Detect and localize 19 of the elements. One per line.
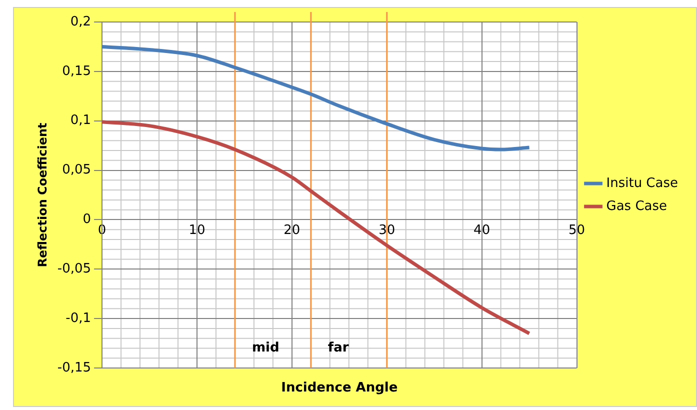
x-tick-label: 20 bbox=[284, 222, 300, 238]
x-axis-title: Incidence Angle bbox=[281, 380, 398, 396]
x-tick-label: 50 bbox=[568, 222, 586, 238]
y-tick-label: -0,05 bbox=[57, 262, 92, 277]
y-tick-label: 0,2 bbox=[70, 14, 92, 30]
y-tick-label: 0 bbox=[82, 212, 92, 228]
y-tick-label: 0,1 bbox=[70, 113, 92, 128]
legend-label: Gas Case bbox=[606, 198, 668, 214]
ref-line-label: far bbox=[328, 340, 350, 356]
y-tick-label: 0,15 bbox=[62, 64, 92, 79]
y-axis-title: Reflection Coefficient bbox=[35, 122, 50, 268]
x-tick-label: 10 bbox=[188, 222, 206, 238]
line-series bbox=[102, 44, 532, 152]
y-tick-label: -0,15 bbox=[57, 360, 92, 376]
x-tick-label: 40 bbox=[474, 222, 490, 238]
y-tick-label: -0,1 bbox=[66, 310, 92, 326]
legend-label: Insitu Case bbox=[606, 176, 678, 191]
y-tick-label: 0,05 bbox=[62, 162, 92, 178]
ref-line-label: mid bbox=[252, 340, 280, 356]
